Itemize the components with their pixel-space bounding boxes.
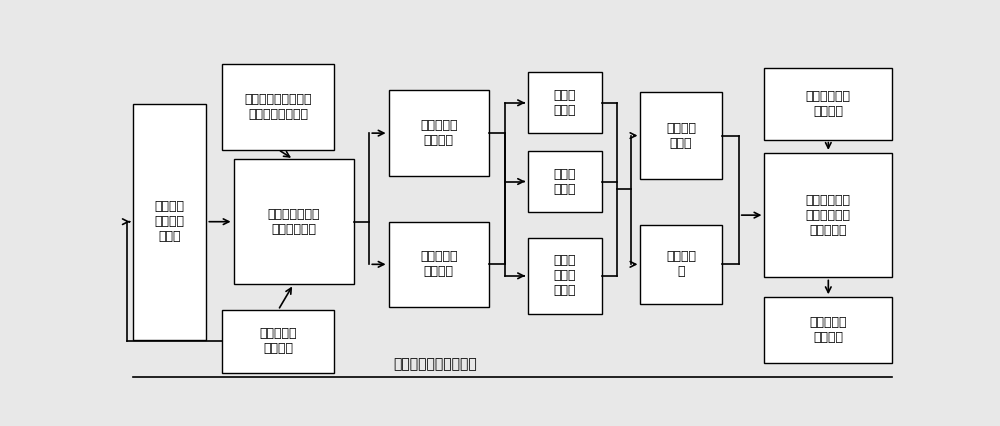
FancyBboxPatch shape <box>388 90 489 176</box>
Text: 不平衡
量相位
差组合: 不平衡 量相位 差组合 <box>554 254 576 297</box>
FancyBboxPatch shape <box>764 153 892 277</box>
Text: 转速、轴瓦间隙、入
口油温等运行参数: 转速、轴瓦间隙、入 口油温等运行参数 <box>244 93 312 121</box>
FancyBboxPatch shape <box>640 225 722 304</box>
FancyBboxPatch shape <box>764 67 892 140</box>
FancyBboxPatch shape <box>222 64 334 150</box>
FancyBboxPatch shape <box>222 310 334 373</box>
Text: 不平衡
量大小: 不平衡 量大小 <box>554 167 576 196</box>
FancyBboxPatch shape <box>388 222 489 307</box>
FancyBboxPatch shape <box>528 238 602 314</box>
FancyBboxPatch shape <box>234 159 354 284</box>
Text: 转子稳定
性: 转子稳定 性 <box>666 250 696 278</box>
Text: 轴承处振
动响应: 轴承处振 动响应 <box>666 121 696 150</box>
Text: 不平衡激励
响应分析: 不平衡激励 响应分析 <box>420 119 458 147</box>
Text: 不平衡量对涡
轮增压器转子
的响应规律: 不平衡量对涡 轮增压器转子 的响应规律 <box>806 194 851 236</box>
FancyBboxPatch shape <box>764 297 892 363</box>
Text: 涡轮增压
器转子结
构设计: 涡轮增压 器转子结 构设计 <box>155 200 185 243</box>
Text: 优化转子结构设计参数: 优化转子结构设计参数 <box>393 357 477 371</box>
Text: 临界转速与
振型分析: 临界转速与 振型分析 <box>420 250 458 278</box>
Text: 不平衡量的
控制策略: 不平衡量的 控制策略 <box>810 316 847 344</box>
Text: 转子结构运行
实际情况: 转子结构运行 实际情况 <box>806 89 851 118</box>
Text: 基于有限元的转
子动力学建模: 基于有限元的转 子动力学建模 <box>267 208 320 236</box>
FancyBboxPatch shape <box>528 72 602 133</box>
Text: 动力学模型
实验验证: 动力学模型 实验验证 <box>259 328 297 355</box>
FancyBboxPatch shape <box>640 92 722 179</box>
FancyBboxPatch shape <box>133 104 206 340</box>
FancyBboxPatch shape <box>528 151 602 212</box>
Text: 不平衡
量位置: 不平衡 量位置 <box>554 89 576 117</box>
